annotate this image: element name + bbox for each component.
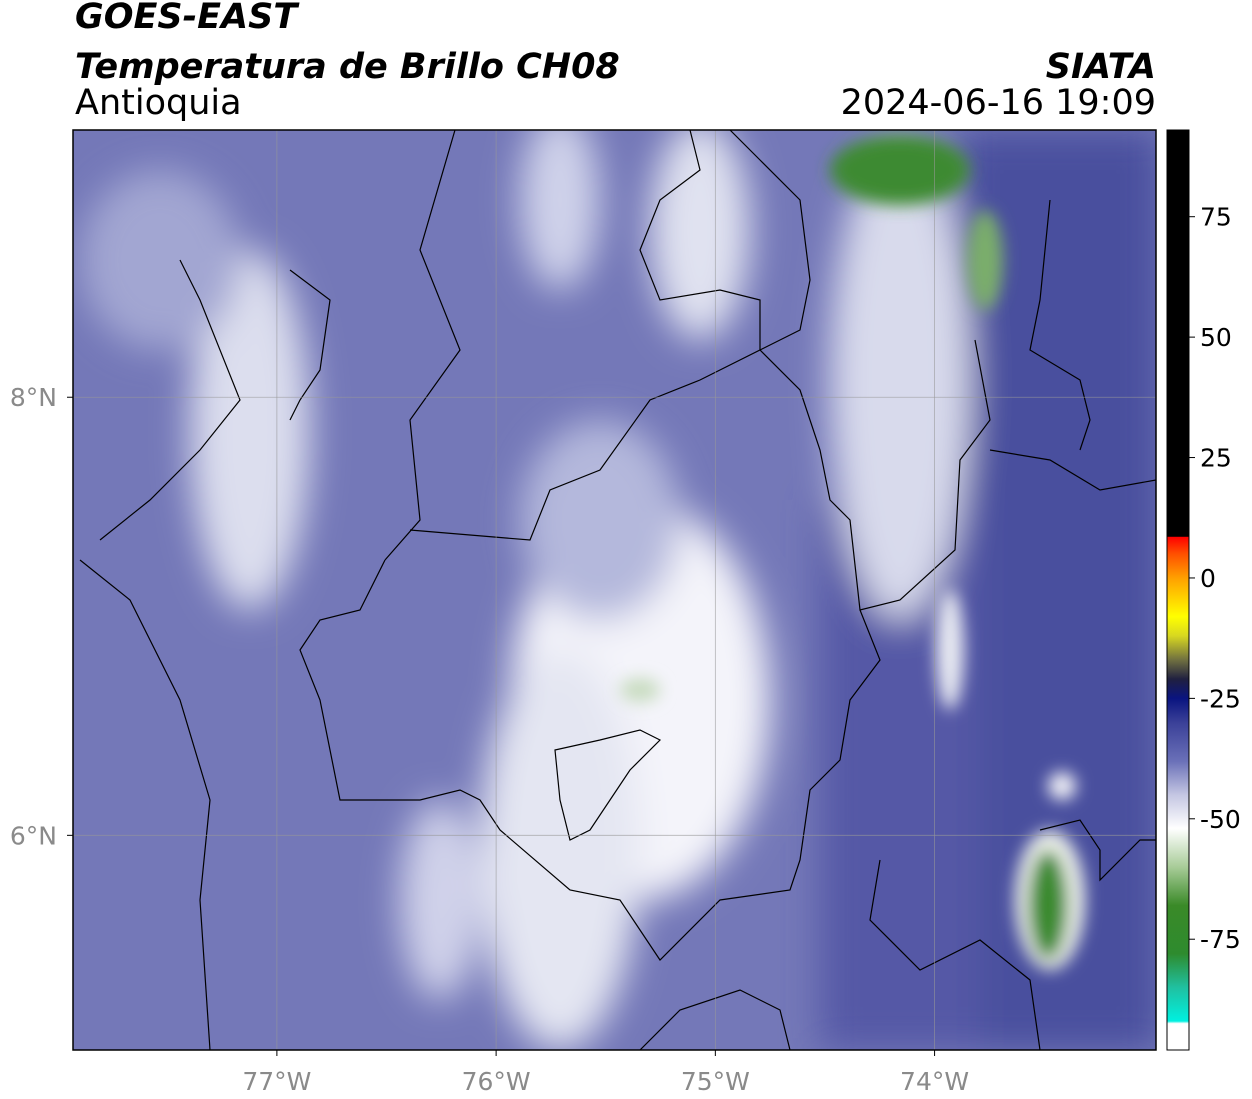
grid bbox=[73, 130, 1156, 1050]
subtitle: Temperatura de Brillo CH08 bbox=[75, 47, 620, 87]
colorbar-tick-label: -25 bbox=[1200, 684, 1241, 713]
x-tick-label: 77°W bbox=[242, 1067, 311, 1096]
colorbar bbox=[1166, 129, 1190, 1051]
x-tick-label: 75°W bbox=[681, 1067, 750, 1096]
colorbar-tick-label: 75 bbox=[1200, 203, 1232, 232]
colorbar-tick-label: -75 bbox=[1200, 925, 1241, 954]
colorbar-tick-label: 0 bbox=[1200, 564, 1216, 593]
source: SIATA bbox=[1046, 47, 1156, 87]
colorbar-tick-label: 50 bbox=[1200, 323, 1232, 352]
y-tick-label: 6°N bbox=[10, 821, 57, 850]
y-tick-label: 8°N bbox=[10, 383, 57, 412]
region: Antioquia bbox=[75, 83, 242, 123]
x-tick-label: 76°W bbox=[462, 1067, 531, 1096]
colorbar-tick-label: 25 bbox=[1200, 444, 1232, 473]
map-frame bbox=[72, 129, 1157, 1051]
x-tick-label: 74°W bbox=[900, 1067, 969, 1096]
satellite-image bbox=[73, 130, 1156, 1050]
colorbar-tick-label: -50 bbox=[1200, 805, 1241, 834]
title: GOES-EAST bbox=[75, 0, 300, 37]
datetime: 2024-06-16 19:09 bbox=[841, 83, 1156, 123]
